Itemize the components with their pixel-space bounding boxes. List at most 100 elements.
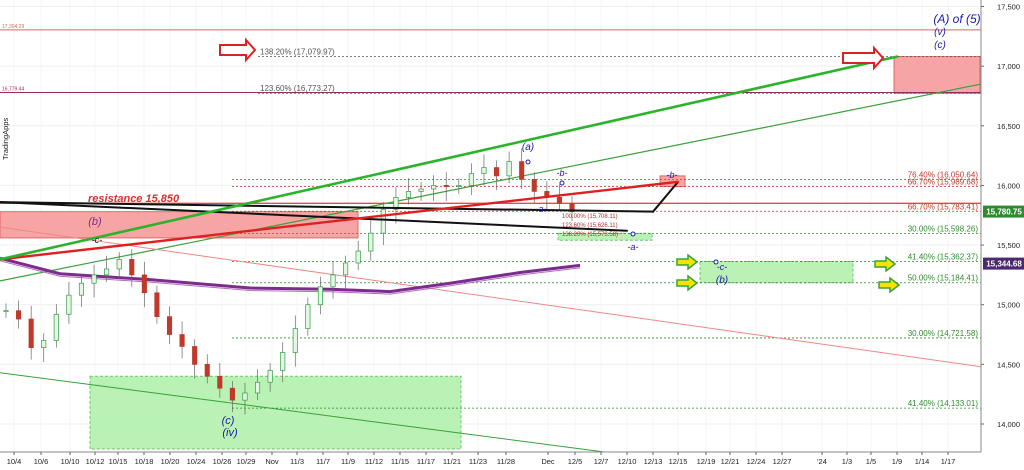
wave-label: -b-	[557, 168, 568, 178]
zone-box	[89, 375, 462, 450]
candle	[28, 305, 34, 360]
candle	[78, 276, 85, 308]
wave-label: (b)	[88, 216, 102, 228]
candle-body	[141, 274, 147, 294]
candle	[519, 148, 525, 190]
candle	[280, 342, 286, 383]
candle-body	[405, 191, 412, 198]
wave-label: (c)	[934, 40, 946, 51]
candle	[343, 255, 349, 290]
wave-label: -b-	[667, 170, 678, 180]
watermark: TradingApps	[1, 118, 10, 160]
wave-label: (b)	[716, 275, 728, 286]
candle-body	[292, 328, 298, 353]
ref-line-label: 16,779.44	[2, 86, 24, 92]
candle	[355, 240, 361, 271]
fib-label: 50.00% (15,184.41)	[908, 274, 979, 283]
x-tick-label: 1/17	[941, 457, 956, 466]
candle-body	[506, 161, 512, 177]
candle-body	[468, 173, 474, 186]
x-tick-label: 11/9	[341, 457, 355, 466]
candle-body	[267, 369, 273, 383]
price-tag-label: 15,780.75	[986, 208, 1022, 217]
candle	[418, 181, 424, 201]
candle	[556, 184, 562, 211]
red-arrow-icon	[219, 37, 257, 63]
fib-label: 30.00% (14,721.58)	[908, 329, 979, 338]
x-tick-label: 12/15	[669, 457, 688, 466]
ref-line-label: 17,304.29	[2, 24, 24, 30]
candle	[116, 252, 122, 279]
x-tick-label: 12/24	[747, 457, 766, 466]
wave-label: -c-	[92, 235, 103, 245]
candle	[166, 306, 173, 345]
candle-body	[217, 375, 223, 389]
x-tick-label: 12/19	[697, 457, 716, 466]
small-fib-label: 100.00% (15,708.11)	[562, 214, 618, 220]
x-tick-label: 10/4	[7, 457, 22, 466]
wave-marker	[525, 159, 531, 165]
x-tick-label: 10/18	[135, 457, 154, 466]
candle	[204, 354, 210, 384]
x-tick-label: 12/10	[618, 457, 637, 466]
fib-label: 66.70% (15,989.68)	[908, 178, 979, 187]
y-tick-label: 17,000	[997, 62, 1020, 71]
candle	[129, 249, 135, 287]
wave-label: -c-	[717, 262, 728, 272]
candle	[493, 160, 500, 191]
candle-body	[28, 318, 34, 349]
candle-body	[154, 292, 160, 317]
candle-body	[317, 286, 323, 306]
x-tick-label: 12/21	[721, 457, 740, 466]
x-tick-label: 1/5	[866, 457, 876, 466]
candle-body	[531, 179, 537, 192]
candle-body	[280, 352, 286, 371]
x-tick-label: Dec	[541, 457, 555, 466]
trendline-upper	[0, 83, 981, 282]
fib-label: 30.00% (15,598.26)	[908, 224, 979, 233]
candle-body	[242, 392, 248, 401]
wave-marker	[713, 259, 719, 265]
candle-body	[78, 282, 85, 296]
x-tick-label: 10/12	[86, 457, 105, 466]
candle-body	[343, 262, 349, 276]
wave-label: (c)	[222, 415, 235, 427]
candle-body	[493, 167, 500, 177]
candle-body	[3, 310, 9, 313]
wave-label: (A) of (5)	[933, 12, 980, 26]
x-tick-label: 11/7	[316, 457, 330, 466]
y-tick-label: 15,000	[997, 301, 1020, 310]
candle-body	[368, 232, 374, 252]
x-tick-label: 11/15	[391, 457, 409, 466]
projection-segment	[652, 180, 679, 213]
candle-body	[91, 274, 97, 284]
candle	[104, 255, 110, 283]
fib-label: 76.40% (16,050.64)	[908, 170, 979, 179]
y-tick-label: 14,500	[997, 360, 1020, 369]
candle-body	[431, 185, 437, 190]
x-tick-label: 12/13	[644, 457, 663, 466]
candle-body	[305, 304, 311, 329]
candle-body	[355, 250, 361, 264]
x-tick-label: 12/27	[773, 457, 792, 466]
candle	[41, 333, 47, 362]
candle-body	[104, 268, 110, 276]
candle-body	[556, 197, 562, 204]
zone-box	[893, 56, 981, 94]
wave-label: -a-	[536, 204, 547, 214]
x-tick-label: 11/12	[365, 457, 383, 466]
x-tick-label: 10/20	[161, 457, 180, 466]
candle	[317, 276, 323, 315]
candle-body	[418, 188, 424, 192]
x-tick-label: '24	[817, 457, 827, 466]
candle	[53, 304, 59, 348]
candle-body	[116, 259, 122, 270]
candle-body	[393, 197, 399, 210]
y-tick-label: 16,000	[997, 181, 1020, 190]
x-tick-label: Nov	[265, 457, 279, 466]
candle-body	[443, 185, 449, 187]
wave-label: -a-	[628, 242, 639, 252]
yellow-arrow-icon	[676, 274, 699, 292]
overlay: 138.20% (17,079.97) 123.60% (16,773.27) 76…	[0, 12, 981, 439]
